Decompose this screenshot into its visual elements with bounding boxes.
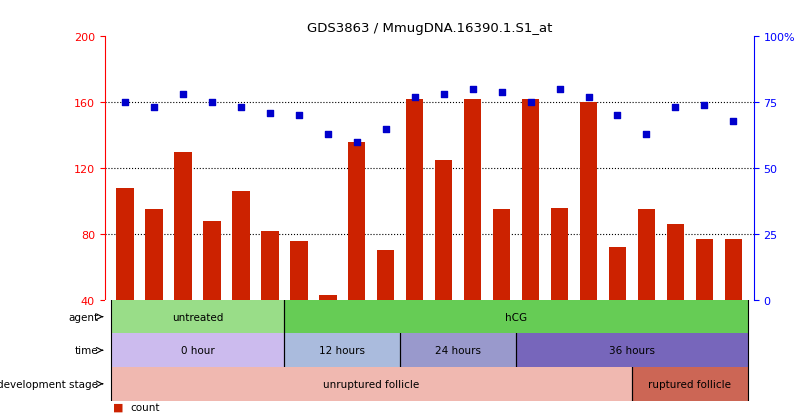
Text: 24 hours: 24 hours	[435, 345, 481, 355]
Text: hCG: hCG	[505, 312, 527, 322]
Bar	[696, 240, 713, 300]
Bar	[110, 334, 285, 367]
Point	[264, 110, 276, 117]
Bar	[174, 152, 192, 300]
Bar	[493, 210, 510, 300]
Point	[118, 100, 131, 106]
Bar	[232, 192, 250, 300]
Bar	[110, 300, 285, 334]
Text: unruptured follicle: unruptured follicle	[323, 379, 419, 389]
Point	[524, 100, 537, 106]
Bar	[435, 161, 452, 300]
Text: time: time	[75, 345, 98, 355]
Bar	[285, 300, 748, 334]
Bar	[110, 367, 632, 401]
Point	[611, 113, 624, 119]
Text: ■: ■	[113, 402, 123, 412]
Bar	[580, 103, 597, 300]
Text: untreated: untreated	[172, 312, 223, 322]
Point	[495, 89, 508, 96]
Point	[640, 131, 653, 138]
Point	[147, 105, 160, 112]
Bar	[516, 334, 748, 367]
Text: ruptured follicle: ruptured follicle	[648, 379, 731, 389]
Point	[437, 92, 450, 98]
Bar	[377, 251, 394, 300]
Point	[669, 105, 682, 112]
Point	[698, 102, 711, 109]
Bar	[638, 210, 655, 300]
Bar	[261, 231, 279, 300]
Text: 12 hours: 12 hours	[319, 345, 365, 355]
Point	[322, 131, 334, 138]
Bar	[406, 100, 423, 300]
Point	[235, 105, 247, 112]
Bar	[550, 208, 568, 300]
Bar	[116, 188, 134, 300]
Point	[293, 113, 305, 119]
Point	[206, 100, 218, 106]
Bar	[145, 210, 163, 300]
Text: count: count	[131, 402, 160, 412]
Bar	[632, 367, 748, 401]
Bar	[609, 247, 626, 300]
Bar	[290, 241, 308, 300]
Bar	[725, 240, 742, 300]
Point	[727, 118, 740, 125]
Bar	[203, 221, 221, 300]
Text: agent: agent	[69, 312, 98, 322]
Bar	[522, 100, 539, 300]
Point	[466, 86, 479, 93]
Text: 0 hour: 0 hour	[181, 345, 214, 355]
Point	[409, 94, 422, 101]
Bar	[348, 142, 365, 300]
Text: 36 hours: 36 hours	[609, 345, 655, 355]
Point	[553, 86, 566, 93]
Bar	[319, 295, 337, 300]
Bar	[667, 225, 684, 300]
Text: development stage: development stage	[0, 379, 98, 389]
Point	[177, 92, 189, 98]
Bar	[285, 334, 401, 367]
Point	[351, 139, 364, 146]
Point	[582, 94, 595, 101]
Title: GDS3863 / MmugDNA.16390.1.S1_at: GDS3863 / MmugDNA.16390.1.S1_at	[306, 21, 552, 35]
Bar	[401, 334, 516, 367]
Bar	[464, 100, 481, 300]
Point	[380, 126, 393, 133]
